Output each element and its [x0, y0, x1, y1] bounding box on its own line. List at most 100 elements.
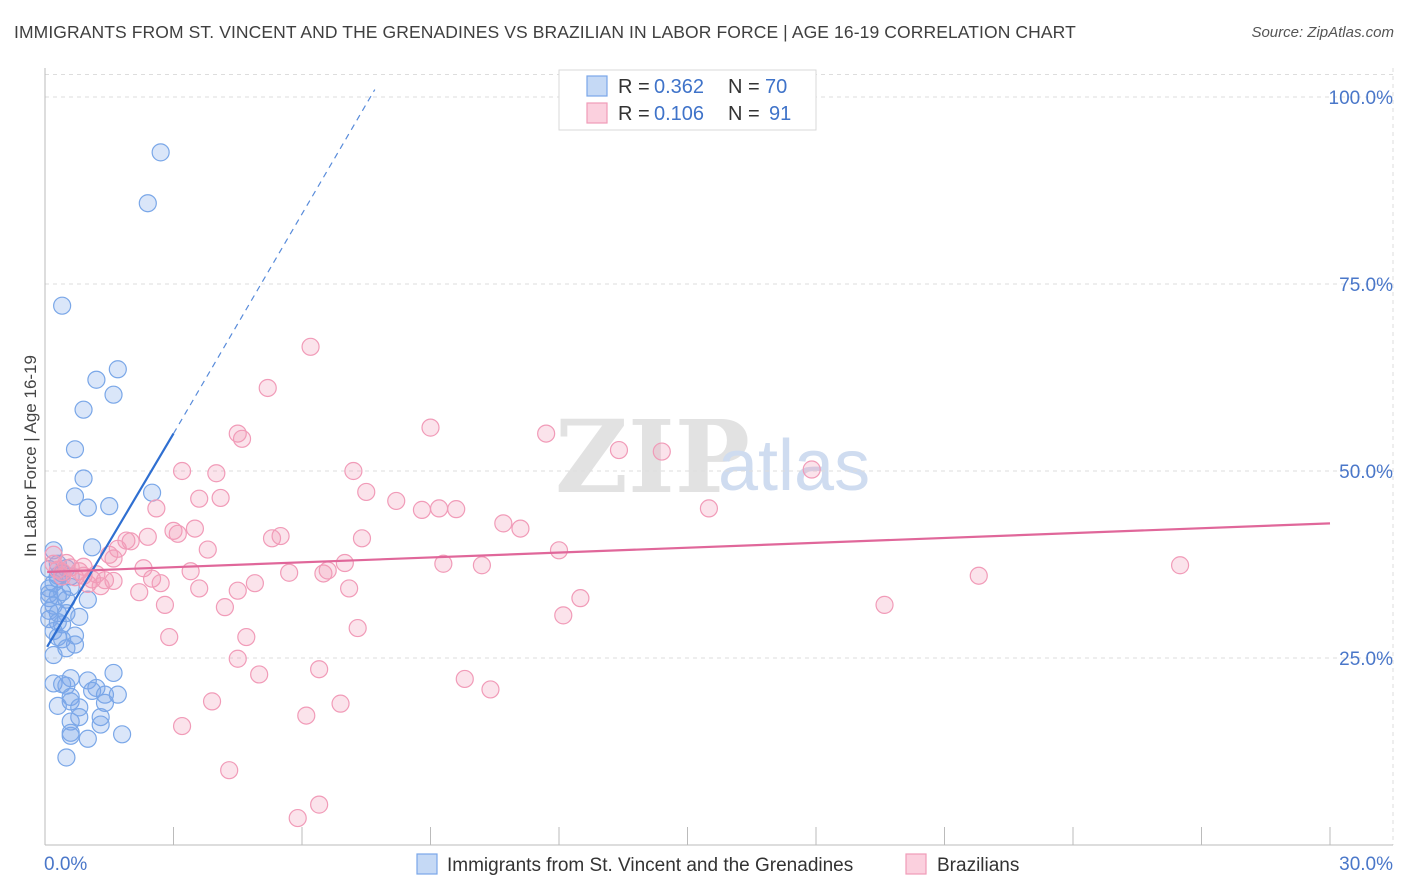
immigrant-point-68 [70, 607, 89, 626]
legend-n-value-2: 91 [769, 103, 791, 125]
brazilian-point-76 [481, 680, 500, 699]
brazilian-point-0 [301, 337, 320, 356]
immigrant-point-5 [104, 385, 123, 404]
brazilian-point-82 [288, 808, 307, 828]
legend-r-value-1: 0.362 [654, 76, 704, 98]
trend-lines [46, 89, 1331, 648]
brazilian-point-15 [387, 491, 406, 511]
y-tick-labels: 25.0% 50.0% 75.0% 100.0% [1329, 88, 1394, 670]
brazilian-point-28 [352, 529, 372, 548]
brazilian-point-8 [802, 460, 821, 479]
immigrant-point-9 [65, 487, 85, 506]
brazilian-point-61 [340, 579, 359, 598]
brazilian-point-25 [168, 524, 187, 543]
bottom-legend-swatch-brazilians [905, 853, 927, 875]
brazilian-point-90 [74, 557, 93, 576]
immigrant-point-8 [74, 469, 93, 488]
correlation-legend: R = 0.362 N = 70 R = 0.106 N = 91 [558, 69, 817, 131]
watermark-zip: ZIP [555, 398, 750, 516]
brazilian-point-73 [228, 649, 247, 668]
brazilian-point-23 [185, 519, 205, 538]
bottom-legend-label-immigrants: Immigrants from St. Vincent and the Gren… [447, 855, 853, 876]
brazilian-point-67 [215, 598, 234, 617]
legend-swatch-brazilians [586, 102, 608, 124]
chart-source: Source: ZipAtlas.com [1251, 24, 1394, 41]
brazilian-point-2 [421, 418, 440, 437]
brazilian-point-36 [104, 549, 123, 568]
immigrant-point-40 [104, 663, 123, 683]
immigrant-point-14 [44, 541, 63, 560]
brazilian-point-65 [875, 595, 894, 614]
brazilian-point-5 [232, 429, 252, 448]
brazilian-point-72 [310, 660, 329, 679]
brazilian-point-3 [537, 424, 556, 443]
brazilian-point-62 [228, 581, 247, 600]
brazilian-point-57 [151, 574, 170, 593]
immigrant-point-2 [53, 296, 72, 315]
y-tick-label-2: 75.0% [1339, 275, 1393, 296]
brazilian-point-16 [412, 500, 432, 519]
brazilian-point-27 [262, 529, 282, 548]
legend-r-value-2: 0.106 [654, 103, 704, 125]
chart-title: IMMIGRANTS FROM ST. VINCENT AND THE GREN… [14, 22, 1076, 42]
brazilian-point-10 [207, 464, 226, 483]
brazilian-point-21 [494, 514, 513, 533]
brazilian-point-29 [138, 527, 157, 546]
brazilian-point-9 [172, 461, 192, 481]
brazilian-point-68 [554, 606, 573, 625]
immigrant-point-49 [108, 685, 127, 704]
brazilian-point-14 [190, 489, 209, 508]
immigrant-point-13 [83, 538, 102, 557]
brazilian-point-22 [511, 519, 530, 538]
brazilian-point-78 [331, 694, 350, 713]
brazilian-point-64 [571, 589, 590, 608]
brazilian-point-20 [699, 499, 719, 518]
immigrant-point-54 [70, 698, 89, 717]
immigrant-point-63 [57, 748, 76, 767]
immigrant-point-61 [78, 729, 97, 748]
brazilian-trend-line [47, 522, 1331, 574]
brazilian-point-47 [280, 563, 299, 582]
immigrant-point-55 [70, 707, 89, 727]
immigrant-trend-line [46, 433, 175, 648]
brazilian-point-74 [250, 665, 269, 684]
brazilian-point-37 [335, 553, 354, 573]
immigrant-point-62 [112, 725, 132, 744]
brazilian-point-33 [198, 540, 217, 559]
legend-swatch-immigrants [586, 75, 608, 97]
brazilian-point-38 [434, 554, 453, 573]
legend-n-value-1: 70 [765, 76, 787, 98]
immigrant-point-0 [151, 143, 170, 162]
brazilian-point-60 [190, 579, 209, 598]
brazilian-point-56 [142, 569, 162, 588]
brazilian-point-17 [429, 499, 449, 518]
brazilian-point-77 [202, 692, 222, 711]
brazilian-point-39 [472, 556, 491, 575]
x-tick-label-0: 0.0% [44, 854, 87, 875]
y-axis-label: In Labor Force | Age 16-19 [21, 355, 40, 557]
brazilian-point-81 [220, 761, 239, 780]
y-tick-label-0: 25.0% [1339, 649, 1393, 670]
immigrant-point-12 [100, 497, 119, 516]
brazilian-point-1 [258, 378, 277, 398]
legend-r-label-2: R = [618, 103, 650, 125]
bottom-legend-swatch-immigrants [416, 853, 438, 875]
brazilian-point-49 [318, 561, 337, 580]
immigrant-point-10 [142, 483, 162, 502]
watermark-atlas: atlas [718, 426, 870, 506]
y-tick-label-1: 50.0% [1339, 462, 1393, 483]
brazilian-point-80 [172, 716, 192, 736]
brazilian-point-50 [969, 566, 988, 585]
brazilian-point-12 [357, 482, 376, 502]
immigrant-point-4 [87, 370, 106, 389]
immigrant-point-56 [91, 707, 110, 727]
immigrant-point-6 [74, 400, 93, 419]
y-tick-label-3: 100.0% [1329, 88, 1394, 109]
x-tick-labels: 0.0% 30.0% [44, 854, 1393, 875]
brazilian-point-71 [237, 627, 256, 647]
immigrant-point-67 [53, 583, 72, 602]
immigrant-point-69 [44, 645, 63, 665]
brazilian-point-83 [310, 795, 329, 814]
immigrant-point-60 [61, 726, 80, 745]
